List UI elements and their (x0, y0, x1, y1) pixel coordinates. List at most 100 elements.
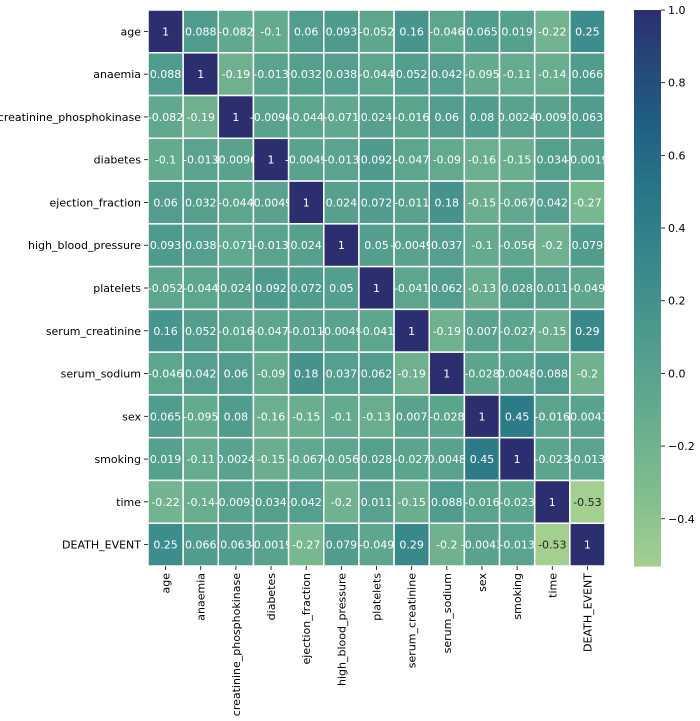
cell-value-label: -0.15 (503, 154, 531, 167)
heatmap-cell (569, 180, 606, 225)
y-tick-label: sex (122, 410, 141, 423)
heatmap-cell (498, 479, 536, 524)
cell-value-label: 0.066 (572, 68, 604, 81)
cell-value-label: 1 (478, 410, 485, 423)
colorbar-segment (634, 515, 661, 521)
cell-value-label: -0.071 (218, 239, 253, 252)
colorbar-segment (634, 93, 661, 99)
cell-value-label: -0.22 (151, 496, 179, 509)
heatmap-cell (428, 308, 466, 353)
heatmap-cell (533, 223, 571, 268)
cell-value-label: -0.0093 (531, 111, 573, 124)
cell-value-label: -0.13 (362, 410, 390, 423)
cell-value-label: -0.052 (359, 25, 394, 38)
y-tick-label: creatinine_phosphokinase (0, 111, 141, 124)
cell-value-label: -0.041 (394, 282, 429, 295)
colorbar-segment (634, 436, 661, 442)
cell-value-label: 1 (549, 496, 556, 509)
heatmap-cell (252, 223, 290, 268)
cell-value-label: -0.067 (499, 196, 534, 209)
cell-value-label: -0.53 (538, 539, 566, 552)
colorbar-segment (634, 519, 661, 525)
cell-value-label: -0.0096 (250, 111, 292, 124)
cell-value-label: -0.046 (148, 368, 183, 381)
cell-value-label: 1 (584, 539, 591, 552)
cell-value-label: -0.0043 (566, 410, 608, 423)
colorbar-segment (634, 459, 661, 465)
cell-value-label: -0.0049 (390, 239, 432, 252)
colorbar-segment (634, 232, 661, 238)
cell-value-label: -0.013 (570, 453, 605, 466)
cell-value-label: 0.0024 (498, 111, 537, 124)
heatmap-cell (463, 52, 501, 97)
heatmap-cell (217, 479, 255, 524)
heatmap-cell (182, 265, 220, 311)
cell-value-label: -0.027 (499, 325, 534, 338)
colorbar-segment (634, 399, 661, 405)
colorbar-segment (634, 440, 661, 447)
cell-value-label: 1 (197, 68, 204, 81)
cell-value-label: -0.056 (324, 453, 359, 466)
cell-value-label: 0.032 (290, 68, 322, 81)
colorbar-segment (634, 427, 661, 433)
colorbar-segment (634, 121, 661, 127)
heatmap-cell (428, 137, 466, 182)
colorbar-segment (634, 237, 661, 243)
heatmap-cell (463, 394, 501, 439)
colorbar-segment (634, 37, 661, 44)
colorbar-segment (634, 56, 661, 62)
cell-value-label: 0.038 (326, 68, 358, 81)
colorbar-tick-label: 0.6 (668, 149, 686, 162)
cell-value-label: -0.016 (464, 496, 499, 509)
cell-value-label: -0.16 (468, 154, 496, 167)
colorbar-segment (634, 269, 661, 275)
heatmap-cell (358, 394, 395, 439)
cell-value-label: -0.067 (288, 453, 323, 466)
cell-value-label: 0.08 (470, 111, 495, 124)
heatmap-cell (182, 180, 220, 225)
y-tick-label: DEATH_EVENT (62, 539, 141, 552)
heatmap-cell (147, 52, 184, 97)
colorbar-segment (634, 422, 661, 428)
cell-value-label: -0.016 (218, 325, 253, 338)
colorbar-segment (634, 417, 661, 423)
colorbar-segment (634, 477, 661, 484)
colorbar-segment (634, 255, 661, 261)
cell-value-label: -0.15 (538, 325, 566, 338)
cell-value-label: -0.1 (471, 239, 492, 252)
heatmap-cell (217, 351, 255, 396)
cell-value-label: 0.088 (431, 496, 463, 509)
y-tick-label: serum_creatinine (46, 325, 141, 338)
y-tick-label: ejection_fraction (50, 196, 141, 209)
colorbar-segment (634, 172, 661, 178)
heatmap-cell (182, 436, 220, 482)
cell-value-label: 0.16 (399, 25, 424, 38)
colorbar-segment (634, 79, 661, 85)
cell-value-label: -0.044 (183, 282, 218, 295)
x-tick-label: time (546, 573, 559, 598)
colorbar-segment (634, 116, 661, 122)
cell-value-label: -0.044 (288, 111, 323, 124)
cell-value-label: 0.088 (537, 368, 569, 381)
cell-value-label: 0.032 (185, 196, 217, 209)
cell-value-label: -0.023 (499, 496, 534, 509)
cell-value-label: -0.16 (257, 410, 285, 423)
cell-value-label: 0.072 (290, 282, 322, 295)
heatmap-cell (217, 180, 255, 225)
cell-value-label: 0.088 (185, 25, 217, 38)
cell-value-label: 0.037 (431, 239, 463, 252)
cell-value-label: 0.037 (326, 368, 358, 381)
cell-value-label: -0.0049 (285, 154, 327, 167)
colorbar-segment (634, 547, 661, 553)
cell-value-label: 0.079 (326, 539, 358, 552)
heatmap-cell (569, 394, 606, 439)
colorbar-segment (634, 408, 661, 414)
heatmap-cell (252, 137, 290, 182)
heatmap-cell (252, 308, 290, 353)
heatmap-cell (569, 137, 606, 182)
colorbar-segment (634, 195, 661, 201)
heatmap-cell (463, 94, 501, 140)
cell-value-label: 0.0024 (217, 453, 256, 466)
colorbar-segment (634, 380, 661, 386)
